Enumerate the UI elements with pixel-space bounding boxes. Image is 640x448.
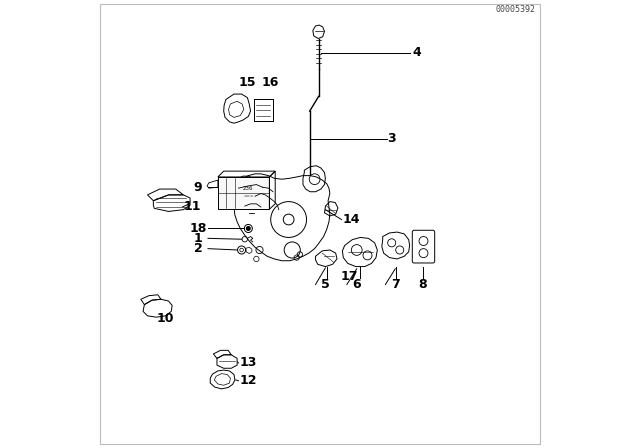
Text: 236: 236	[243, 185, 253, 191]
Text: 4: 4	[412, 46, 420, 60]
Text: 11: 11	[184, 200, 201, 214]
Circle shape	[240, 248, 243, 252]
Text: 15: 15	[239, 76, 256, 90]
Text: 9: 9	[194, 181, 202, 194]
Bar	[218, 177, 269, 209]
Text: 6: 6	[353, 278, 361, 291]
Bar	[253, 99, 273, 121]
Text: 17: 17	[340, 270, 358, 284]
Text: 2: 2	[194, 242, 202, 255]
Text: 13: 13	[239, 356, 257, 370]
Text: ===: ===	[243, 194, 253, 198]
Text: 12: 12	[239, 374, 257, 388]
Text: 10: 10	[157, 312, 174, 326]
Text: 7: 7	[391, 278, 399, 291]
Text: 3: 3	[387, 132, 396, 146]
Circle shape	[246, 227, 250, 230]
FancyBboxPatch shape	[412, 230, 435, 263]
Text: 1: 1	[194, 232, 202, 245]
Text: 00005392: 00005392	[495, 5, 535, 14]
Text: 18: 18	[189, 222, 207, 235]
Text: 8: 8	[418, 278, 426, 291]
Text: 16: 16	[262, 76, 280, 90]
Text: 14: 14	[342, 213, 360, 226]
Text: 5: 5	[321, 278, 330, 291]
